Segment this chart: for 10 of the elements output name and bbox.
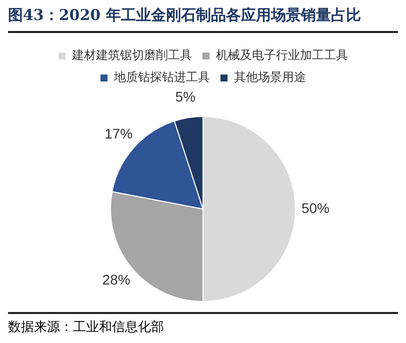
source-note: 数据来源：工业和信息化部 — [8, 312, 398, 336]
legend-label: 机械及电子行业加工工具 — [216, 48, 348, 62]
legend-label: 其他场景用途 — [234, 70, 306, 84]
data-label: 50% — [301, 200, 330, 216]
legend-label: 地质钻探钻进工具 — [113, 70, 210, 84]
data-label: 28% — [102, 272, 130, 288]
chart-title: 图43：2020 年工业金刚石制品各应用场景销量占比 — [8, 6, 398, 33]
data-label: 5% — [175, 88, 196, 105]
legend-label: 建材建筑锯切磨削工具 — [71, 48, 192, 62]
data-label: 17% — [104, 125, 133, 142]
